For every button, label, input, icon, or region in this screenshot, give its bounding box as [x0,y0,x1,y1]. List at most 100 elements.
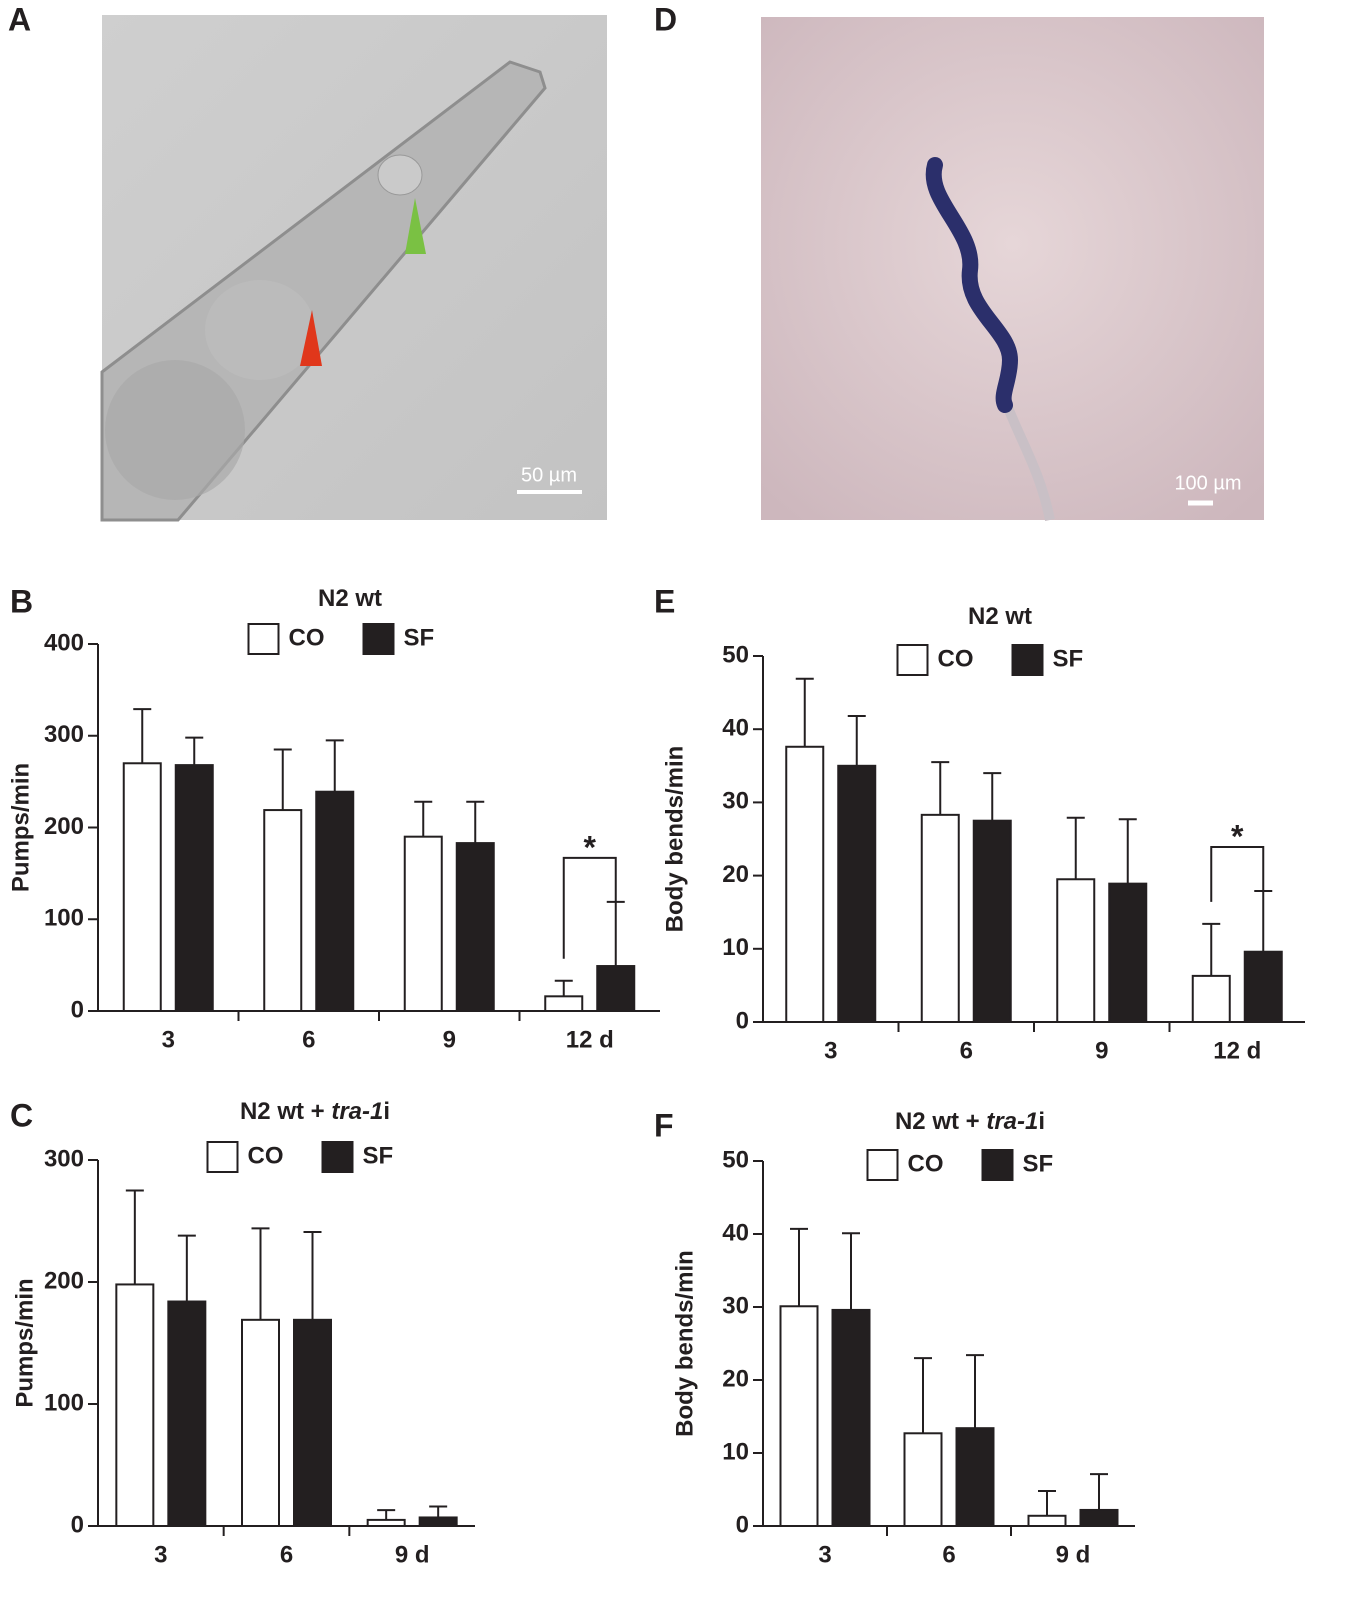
y-tick-label: 20 [722,861,749,888]
title-part: N2 wt + [895,1108,986,1135]
y-tick-label: 0 [736,1007,749,1034]
legend-swatch [1011,644,1044,676]
x-tick-label: 12 d [566,1026,614,1053]
legend-label: SF [404,624,435,651]
bar [903,1432,943,1528]
x-tick-label: 9 d [395,1541,430,1568]
bar [263,809,303,1012]
x-tick-label: 9 d [1056,1541,1091,1568]
y-tick-label: 300 [44,721,84,748]
y-axis-label: Body bends/min [661,746,688,933]
x-tick-label: 6 [280,1541,293,1568]
title-part: i [1038,1108,1045,1135]
x-tick-label: 9 [1095,1037,1108,1064]
legend-swatch [866,1149,899,1181]
y-tick-label: 50 [722,1146,749,1173]
x-tick-label: 6 [960,1037,973,1064]
y-axis-label: Pumps/min [7,763,34,892]
bar [972,819,1012,1024]
chart-title: N2 wt + tra-1i [895,1108,1045,1135]
legend-label: CO [248,1142,284,1169]
bar [174,764,214,1012]
bar [831,1308,871,1528]
bar [403,835,443,1012]
y-tick-label: 40 [722,715,749,742]
bar [1108,882,1148,1023]
legend-swatch [981,1149,1014,1181]
legend-swatch [247,623,280,655]
x-tick-label: 9 [443,1026,456,1053]
bar [544,995,584,1013]
bar [241,1318,280,1527]
panel-label: D [654,1,677,37]
y-tick-label: 30 [722,1292,749,1319]
micrograph-d: 100 µm [761,17,1264,521]
legend-label: SF [363,1142,394,1169]
bar [837,764,877,1023]
legend-label: SF [1023,1150,1054,1177]
bar [1243,950,1283,1024]
bar [779,1305,819,1528]
y-tick-label: 100 [44,905,84,932]
legend-swatch [896,644,929,676]
legend-label: CO [938,645,974,672]
y-axis-label: Body bends/min [671,1250,698,1437]
bar [1079,1508,1119,1527]
significance-label: * [584,829,597,865]
bar [920,813,960,1023]
y-axis-label: Pumps/min [11,1278,38,1407]
x-tick-label: 3 [824,1037,837,1064]
chart: F N2 wt + tra-1i Body bends/min 0 10 20 30 40 50… [654,1107,1135,1568]
panel-label: E [654,583,675,619]
scale-bar-label: 50 µm [521,464,577,486]
y-tick-label: 0 [71,996,84,1023]
x-tick-label: 12 d [1213,1037,1261,1064]
y-tick-label: 100 [44,1389,84,1416]
x-tick-label: 3 [162,1026,175,1053]
bar [955,1427,995,1528]
y-tick-label: 300 [44,1145,84,1172]
legend-swatch [206,1141,239,1173]
bar [115,1283,155,1527]
y-tick-label: 200 [44,1267,84,1294]
title-part: tra-1 [331,1098,383,1125]
panel-label: C [10,1097,33,1133]
chart-title: N2 wt [968,603,1032,630]
legend-label: CO [289,624,325,651]
y-tick-label: 0 [736,1511,749,1538]
y-tick-label: 10 [722,934,749,961]
chart: E N2 wt Body bends/min 0 10 20 30 40 50 3 6 9 12 d CO… [654,583,1305,1064]
bar [315,790,355,1013]
y-tick-label: 200 [44,813,84,840]
panel-label: F [654,1107,674,1143]
chart: B N2 wt Pumps/min 0 100 200 300 400 3 6 9 12 d CO SF * [7,583,660,1053]
micrograph-a: 50 µm [100,15,607,522]
significance-bracket [562,856,617,959]
significance-label: * [1231,818,1244,854]
bar [1056,878,1096,1024]
x-tick-label: 6 [942,1541,955,1568]
title-part: tra-1 [986,1108,1038,1135]
title-part: N2 wt + [240,1098,331,1125]
title-part: N2 wt [318,585,382,612]
bar [455,842,495,1012]
bar [596,965,636,1012]
y-tick-label: 400 [44,629,84,656]
panel-label: A [8,1,31,37]
chart: C N2 wt + tra-1i Pumps/min 0 100 200 300 3 6 9 d C… [10,1097,475,1568]
panel-label: B [10,583,33,619]
bar [122,762,162,1013]
x-tick-label: 3 [154,1541,167,1568]
legend-label: SF [1053,645,1084,672]
scale-bar-label: 100 µm [1174,472,1241,494]
y-tick-label: 20 [722,1365,749,1392]
y-tick-label: 0 [71,1511,84,1538]
y-tick-label: 50 [722,641,749,668]
title-part: i [383,1098,390,1125]
bar [167,1300,207,1528]
bar [366,1518,406,1528]
bar [785,745,825,1023]
x-tick-label: 6 [302,1026,315,1053]
x-tick-label: 3 [818,1541,831,1568]
